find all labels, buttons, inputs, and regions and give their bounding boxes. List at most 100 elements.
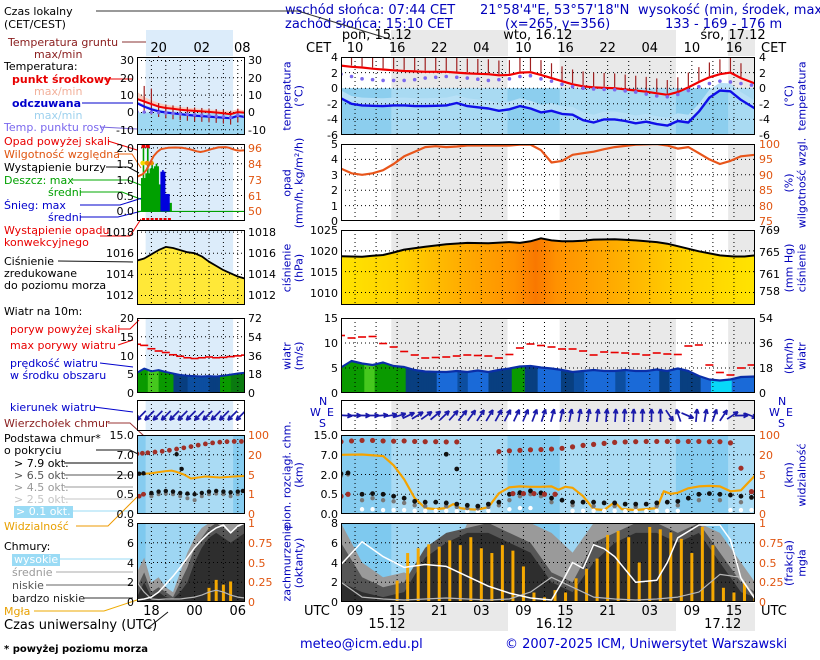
night-band [391,30,508,56]
axis-tick-label: 5 [127,368,134,382]
axis-tick-label: 5 [248,468,255,482]
legend-label: max porywy wiatru [10,339,116,352]
axis-tick-label: 1015 [310,265,338,279]
hour-label-cet: 10 [346,41,364,56]
panel-main-wind [341,318,755,393]
hour-label-utc: 15 [725,604,743,619]
axis-tick-label: 0.25 [759,576,784,590]
compass-s: S [319,417,326,430]
axis-tick-label: -6 [327,129,338,142]
night-band [559,30,676,56]
axis-tick-label: 0 [331,215,338,228]
axis-tick-label: 1 [759,517,766,530]
axis-tick-label: 1025 [310,224,338,237]
axis-tick-label: 15 [120,330,134,344]
hour-label-utc: 09 [515,604,532,619]
day-label: śro, 17.12 [700,28,766,43]
axis-tick-label: 0.0 [116,205,135,219]
axis-tick-label: 0 [127,106,134,120]
axis-tick-label: 1 [248,488,255,502]
legend-label: Czas lokalny [4,5,73,18]
axis-tick-label: 4 [331,153,338,167]
axis-tick-label: 1016 [248,247,276,261]
axis-tick-label: 6 [127,536,134,550]
axis-tick-label: 2.0 [116,141,135,155]
legend-label: prędkość wiatru [10,357,98,370]
sunrise-time: wschód słońca: 07:44 CET [285,3,456,18]
axis-tick-label: 30 [248,54,262,68]
hour-label-cet: 22 [430,41,448,56]
legend-label: Ciśnienie [4,255,55,268]
legend-label: Mgła [4,605,31,618]
axis-tick-label: 1012 [106,289,134,303]
hour-label-utc: 21 [430,604,448,619]
axis-tick-label: 15 [324,312,338,325]
panel-main-wind-direction [341,400,755,431]
axis-tick-label: 0.75 [759,536,784,550]
axis-tick-label: 0 [759,387,766,400]
axis-tick-label: 758 [759,284,780,298]
hour-label-cet: 22 [599,41,616,56]
panel-mini-cloudcover-fog [137,523,245,602]
axis-tick-label: 1 [248,517,255,530]
legend-label: konwekcyjnego [4,236,89,249]
y-axis-title-left: (mm/h, kg/m²/h) [292,137,306,228]
legend-label: (CET/CEST) [4,18,66,31]
axis-tick-label: 1 [759,488,766,502]
legend-label: w środku obszaru [10,369,107,382]
hour-label-utc: 03 [641,604,659,619]
axis-tick-label: 0 [759,596,766,609]
axis-tick-label: 0.5 [116,189,135,203]
mini-hour-label-utc: 00 [186,604,203,619]
hour-label-cet: 10 [683,41,701,56]
legend-label: średnie [12,566,53,579]
axis-tick-label: 5 [331,138,338,151]
axis-tick-label: 0 [331,387,338,400]
axis-tick-label: 95 [759,153,773,167]
axis-tick-label: 0 [759,508,766,521]
mini-hour-label-cet: 08 [234,41,251,56]
axis-tick-label: 100 [759,429,780,442]
axis-tick-label: 20 [759,448,773,462]
axis-tick-label: -10 [248,123,266,137]
axis-tick-label: 30 [120,54,134,68]
night-band-mini [145,30,234,56]
hour-label-utc: 15 [388,604,406,619]
axis-tick-label: 10 [120,349,134,363]
axis-tick-label: 1014 [106,268,134,282]
axis-tick-label: 75 [759,215,773,228]
axis-tick-label: 0 [248,508,255,521]
axis-tick-label: 0.5 [320,488,339,502]
legend-label: Chmury: [4,540,51,553]
legend-label: Wystąpienie burzy [4,161,106,174]
axis-tick-label: 90 [759,168,773,182]
legend-label: Podstawa chmur* [4,432,101,445]
legend-label: niskie [12,579,44,592]
hour-label-cet: 04 [641,41,659,56]
axis-tick-label: 2.0 [320,468,339,482]
axis-tick-label: 0.75 [248,536,273,550]
location-coordinates: 21°58'4"E, 53°57'18"N [480,3,630,18]
panel-main-cloudcover-fog [341,523,755,602]
axis-tick-label: 761 [759,268,780,282]
legend-label: > 7.9 okt. [14,457,69,470]
axis-tick-label: 0 [127,387,134,400]
axis-tick-label: 2 [759,66,766,80]
altitude-label: wysokość (min, środek, max) [638,3,820,18]
panel-mini-clouds-visibility [137,435,245,514]
axis-tick-label: -4 [759,113,770,127]
panel-main-clouds-visibility [341,435,755,514]
panel-main-precip-humidity [341,144,755,221]
axis-tick-label: 73 [248,173,262,187]
contact-email-link[interactable]: meteo@icm.edu.pl [300,637,423,652]
legend-label: Wierzchołek chmur [4,417,110,430]
y-axis-title-right: wilgotność wzgl. [795,137,809,228]
compass-w: W [769,406,780,419]
axis-tick-label: 36 [248,349,262,363]
axis-tick-label: 18 [248,368,262,382]
panel-main-pressure [341,230,755,305]
axis-tick-label: 4 [331,51,338,64]
axis-tick-label: 54 [248,330,262,344]
panel-main-temperature [341,57,755,135]
